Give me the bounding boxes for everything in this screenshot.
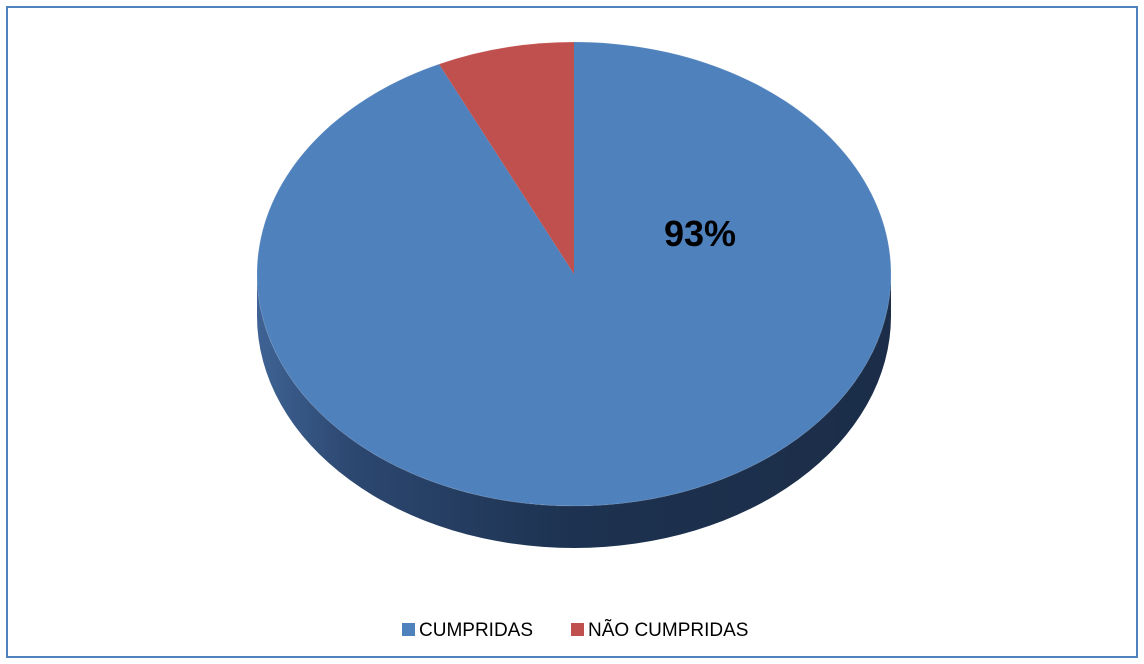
legend-label-cumpridas: CUMPRIDAS <box>419 620 533 641</box>
legend-swatch-cumpridas <box>402 623 415 636</box>
pie-slice-nao-cumpridas <box>439 42 574 274</box>
pie-slices <box>256 41 892 507</box>
pie-side-wall <box>257 274 891 548</box>
legend-label-nao-cumpridas: NÃO CUMPRIDAS <box>588 619 748 641</box>
legend-swatch-nao-cumpridas <box>571 623 584 636</box>
legend: CUMPRIDAS NÃO CUMPRIDAS <box>402 619 748 641</box>
data-label-cumpridas: 93% <box>664 213 736 254</box>
pie-rim <box>256 41 892 507</box>
